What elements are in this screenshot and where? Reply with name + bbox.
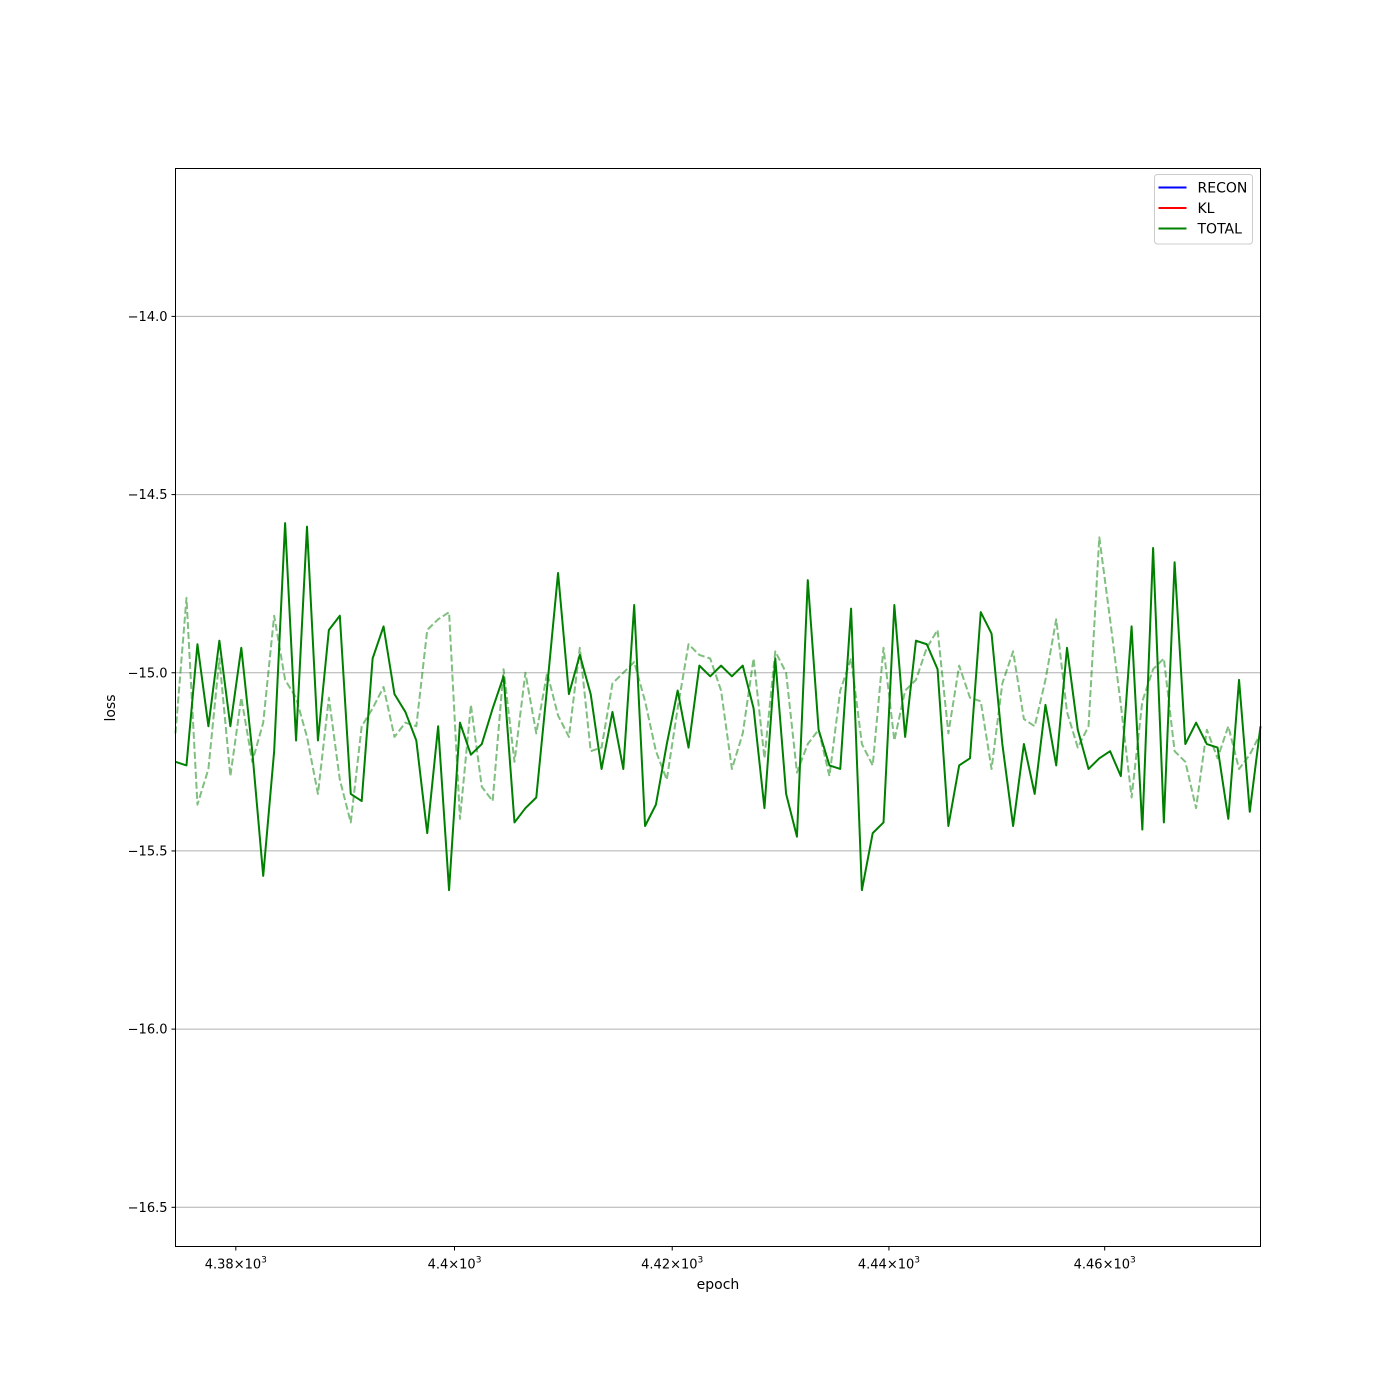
y-tick-label: −15.0 bbox=[128, 666, 168, 681]
y-tick-label: −16.0 bbox=[128, 1023, 168, 1038]
svg-text:4.38×103: 4.38×103 bbox=[205, 1256, 267, 1273]
x-tick-times-sign: ×10 bbox=[234, 1258, 261, 1273]
plot-frame bbox=[175, 168, 1261, 1247]
x-tick-exponent: 3 bbox=[914, 1256, 920, 1266]
y-tick-label: −15.5 bbox=[128, 844, 168, 859]
x-tick-times-sign: ×10 bbox=[448, 1258, 475, 1273]
x-tick-exponent: 3 bbox=[476, 1256, 482, 1266]
legend-label-kl: KL bbox=[1198, 201, 1215, 217]
y-tick-label: −16.5 bbox=[128, 1201, 168, 1216]
x-ticks: 4.38×103 4.4×103 4.42×103 4.44×103 4.46×103 bbox=[205, 1246, 1136, 1273]
legend-label-recon: RECON bbox=[1198, 181, 1248, 197]
y-ticks: −14.0 −14.5 −15.0 −15.5 −16.0 −16.5 bbox=[128, 310, 176, 1216]
y-axis-label: loss bbox=[103, 694, 119, 721]
x-tick-mantissa: 4.44 bbox=[858, 1258, 887, 1273]
x-tick-times-sign: ×10 bbox=[887, 1258, 914, 1273]
svg-text:4.4×103: 4.4×103 bbox=[428, 1256, 482, 1273]
legend-box bbox=[1154, 174, 1253, 245]
svg-text:4.42×103: 4.42×103 bbox=[641, 1256, 703, 1273]
y-gridlines bbox=[175, 315, 1261, 1208]
x-tick-label: 4.4×103 bbox=[428, 1256, 482, 1273]
svg-text:4.44×103: 4.44×103 bbox=[858, 1256, 920, 1273]
x-tick-exponent: 3 bbox=[261, 1256, 267, 1266]
legend-label-total: TOTAL bbox=[1197, 222, 1243, 238]
x-tick-times-sign: ×10 bbox=[1103, 1258, 1130, 1273]
series-line-total bbox=[175, 522, 1262, 892]
x-tick-mantissa: 4.38 bbox=[205, 1258, 234, 1273]
y-tick-label: −14.5 bbox=[128, 488, 168, 503]
svg-text:4.46×103: 4.46×103 bbox=[1074, 1256, 1136, 1273]
legend: RECON KL TOTAL bbox=[1154, 174, 1253, 245]
x-tick-exponent: 3 bbox=[1130, 1256, 1136, 1266]
y-tick-label: −14.0 bbox=[128, 310, 168, 325]
x-tick-mantissa: 4.46 bbox=[1074, 1258, 1103, 1273]
x-tick-label: 4.44×103 bbox=[858, 1256, 920, 1273]
x-tick-label: 4.42×103 bbox=[641, 1256, 703, 1273]
x-tick-label: 4.38×103 bbox=[205, 1256, 267, 1273]
x-tick-mantissa: 4.42 bbox=[641, 1258, 670, 1273]
x-axis-label: epoch bbox=[697, 1277, 740, 1293]
x-tick-mantissa: 4.4 bbox=[428, 1258, 449, 1273]
x-tick-times-sign: ×10 bbox=[670, 1258, 697, 1273]
series-lines bbox=[174, 522, 1262, 892]
x-tick-label: 4.46×103 bbox=[1074, 1256, 1136, 1273]
x-tick-exponent: 3 bbox=[698, 1256, 704, 1266]
